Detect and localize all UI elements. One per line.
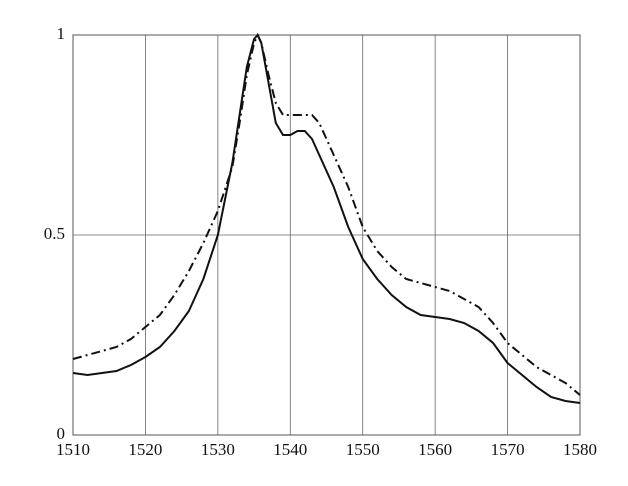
x-tick-label: 1540: [273, 440, 307, 459]
line: [72, 32, 581, 396]
x-tick-label: 1530: [201, 440, 235, 459]
x-tick-label: 1520: [128, 440, 162, 459]
x-tick-label: 1580: [563, 440, 597, 459]
x-tick-label: 1550: [346, 440, 380, 459]
x-tick-label: 1560: [418, 440, 452, 459]
y-tick-label: 0: [57, 424, 66, 443]
x-tick-label: 1570: [491, 440, 525, 459]
x-tick-label: 1510: [56, 440, 90, 459]
y-tick-label: 0.5: [44, 224, 65, 243]
line: [72, 33, 581, 404]
y-tick-label: 1: [57, 24, 66, 43]
